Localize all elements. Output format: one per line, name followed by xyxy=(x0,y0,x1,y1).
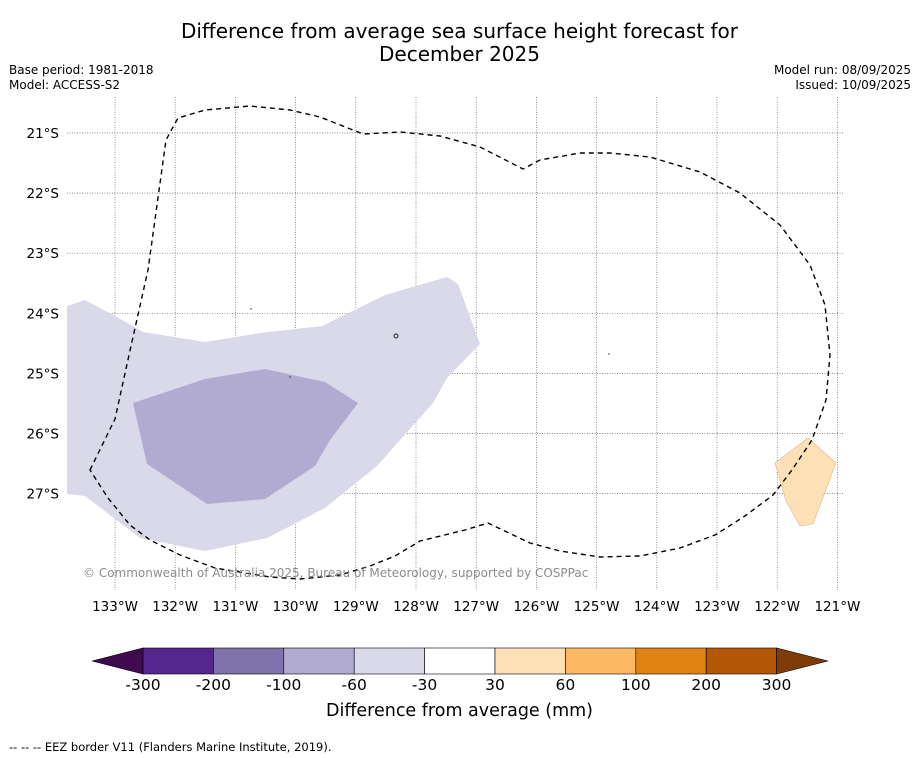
model-run: Model run: 08/09/2025 xyxy=(773,63,911,77)
longitude-labels: 133°W 132°W 131°W 130°W 129°W 128°W 127°W 126°W… xyxy=(92,599,860,615)
island-marker xyxy=(393,333,399,339)
latitude-label: 24°S xyxy=(27,306,60,322)
colorbar-bin xyxy=(565,647,637,675)
colorbar-bin xyxy=(283,647,355,675)
longitude-label: 132°W xyxy=(152,599,198,615)
colorbar-bin xyxy=(494,647,566,675)
longitude-label: 121°W xyxy=(814,599,860,615)
latitude-label: 21°S xyxy=(27,126,60,142)
longitude-label: 127°W xyxy=(453,599,499,615)
issued-date: Issued: 10/09/2025 xyxy=(795,78,911,92)
longitude-label: 128°W xyxy=(393,599,439,615)
colorbar-tick-label: -300 xyxy=(125,676,161,694)
base-period: Base period: 1981-2018 xyxy=(9,63,154,77)
island-marker xyxy=(608,353,610,355)
latitude-label: 25°S xyxy=(27,366,60,382)
colorbar-tick-label: -100 xyxy=(266,676,302,694)
anomaly-region-light-orange xyxy=(774,437,837,527)
colorbar-bin xyxy=(142,647,214,675)
colorbar-extend-high xyxy=(776,647,829,675)
colorbar-tick-label: -200 xyxy=(195,676,231,694)
latitude-label: 23°S xyxy=(27,246,60,262)
colorbar-tick-label: 300 xyxy=(761,676,792,694)
map-title-line2: December 2025 xyxy=(379,42,540,66)
colorbar-bin xyxy=(424,647,496,675)
map-title-line1: Difference from average sea surface heig… xyxy=(180,19,739,43)
colorbar-tick-label: 200 xyxy=(691,676,721,694)
island-marker xyxy=(250,308,252,310)
colorbar-tick-label: 30 xyxy=(485,676,505,694)
colorbar-tick-label: -30 xyxy=(411,676,438,694)
longitude-label: 130°W xyxy=(273,599,319,615)
anomaly-region-medium-purple xyxy=(133,369,358,504)
longitude-label: 129°W xyxy=(333,599,379,615)
colorbar-bin xyxy=(213,647,285,675)
footnote: -- -- -- EEZ border V11 (Flanders Marine… xyxy=(9,740,332,754)
latitude-label: 22°S xyxy=(27,186,60,202)
colorbar xyxy=(91,647,829,675)
longitude-label: 124°W xyxy=(634,599,680,615)
longitude-label: 126°W xyxy=(513,599,559,615)
colorbar-tick-label: 60 xyxy=(555,676,576,694)
colorbar-bin xyxy=(353,647,425,675)
latitude-label: 26°S xyxy=(27,427,60,443)
colorbar-bin xyxy=(705,647,777,675)
colorbar-extend-low xyxy=(91,647,144,675)
latitude-label: 27°S xyxy=(27,487,60,503)
longitude-label: 133°W xyxy=(92,599,138,615)
latitude-labels: 21°S 22°S 23°S 24°S 25°S 26°S 27°S xyxy=(27,126,60,503)
longitude-label: 125°W xyxy=(574,599,620,615)
colorbar-tick-label: 100 xyxy=(621,676,651,694)
longitude-label: 131°W xyxy=(212,599,258,615)
colorbar-label: Difference from average (mm) xyxy=(325,701,594,721)
longitude-label: 122°W xyxy=(754,599,800,615)
longitude-label: 123°W xyxy=(694,599,740,615)
copyright-notice: © Commonwealth of Australia 2025, Bureau… xyxy=(83,566,588,580)
model-name: Model: ACCESS-S2 xyxy=(9,78,121,92)
island-marker xyxy=(289,376,291,378)
colorbar-bin xyxy=(635,647,707,675)
colorbar-tick-label: -60 xyxy=(341,676,367,694)
eez-border xyxy=(89,105,831,580)
